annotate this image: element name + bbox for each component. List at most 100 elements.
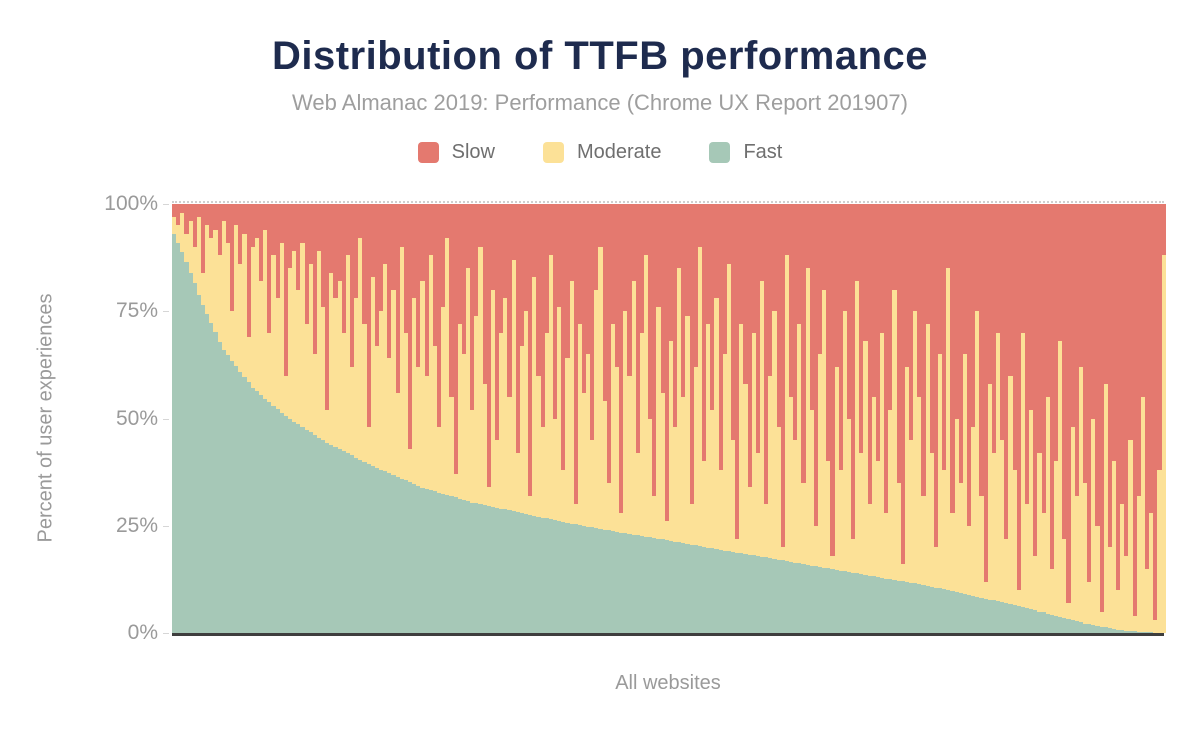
bar <box>793 204 798 633</box>
bar-segment-moderate <box>470 409 475 503</box>
bar-segment-slow <box>428 204 433 256</box>
bar-segment-moderate <box>391 289 396 476</box>
bar-segment-moderate <box>1033 555 1038 611</box>
bar <box>942 204 947 633</box>
bar-segment-slow <box>627 204 632 376</box>
bar-segment-fast <box>747 554 752 633</box>
bar-segment-slow <box>648 204 653 419</box>
bar-segment-fast <box>395 476 400 633</box>
bar-segment-slow <box>350 204 355 368</box>
bar <box>971 204 976 633</box>
bar-segment-fast <box>925 585 930 633</box>
bar-segment-moderate <box>950 512 955 592</box>
bar-segment-fast <box>714 549 719 633</box>
bar-segment-slow <box>387 204 392 359</box>
bar-segment-fast <box>557 521 562 633</box>
bar-segment-slow <box>842 204 847 312</box>
bar-segment-slow <box>660 204 665 393</box>
y-tick-mark <box>163 633 169 634</box>
bar-segment-moderate <box>1157 469 1162 633</box>
bar <box>764 204 769 633</box>
bar-segment-fast <box>1037 611 1042 633</box>
bar <box>345 204 351 633</box>
bar <box>615 204 620 633</box>
y-axis: 100% 75% 50% 25% 0% <box>0 192 172 644</box>
bar <box>316 204 322 633</box>
bar-segment-moderate <box>822 289 827 568</box>
bar-segment-moderate <box>300 242 305 428</box>
bar-segment-moderate <box>793 439 798 563</box>
bar-segment-fast <box>581 526 587 633</box>
bar-segment-fast <box>681 543 686 633</box>
bar-segment-fast <box>884 578 889 633</box>
bar <box>486 204 491 633</box>
bar-segment-fast <box>312 434 317 633</box>
bar-segment-fast <box>958 593 963 633</box>
bar <box>875 204 881 633</box>
bar-segment-slow <box>838 204 843 470</box>
bar-segment-slow <box>1149 204 1154 513</box>
bar-segment-moderate <box>287 268 293 419</box>
bar-segment-moderate <box>267 332 272 403</box>
bar-segment-fast <box>465 501 471 633</box>
bar-segment-fast <box>772 559 777 633</box>
bar-segment-slow <box>457 204 462 325</box>
bar-segment-fast <box>337 448 342 633</box>
bar-segment-fast <box>205 314 210 633</box>
bar <box>739 204 744 633</box>
bar-segment-moderate <box>366 427 371 464</box>
bar <box>432 204 437 633</box>
bar-segment-fast <box>726 551 731 633</box>
bar-segment-moderate <box>1099 611 1104 627</box>
bar-segment-fast <box>755 556 760 633</box>
bar-segment-slow <box>308 204 313 265</box>
bar <box>1099 204 1104 633</box>
bar-segment-moderate <box>1140 396 1146 632</box>
bar-segment-slow <box>229 204 235 312</box>
bar <box>660 204 665 633</box>
bar-segment-slow <box>391 204 396 290</box>
bar-segment-slow <box>598 204 603 247</box>
bar-segment-fast <box>962 593 967 633</box>
bar-segment-fast <box>730 551 736 633</box>
bar-segment-moderate <box>1078 367 1083 623</box>
bar-segment-slow <box>602 204 607 402</box>
bar-segment-moderate <box>991 452 996 601</box>
bar-segment-slow <box>552 204 558 419</box>
bar-segment-slow <box>544 204 549 333</box>
legend-item-slow: Slow <box>417 141 495 164</box>
bar-segment-fast <box>1107 628 1112 633</box>
bar-segment-fast <box>176 243 181 633</box>
bar-segment-fast <box>627 533 632 633</box>
bar-segment-slow <box>971 204 976 428</box>
bar-segment-moderate <box>693 367 698 546</box>
bar-segment-slow <box>586 204 591 355</box>
bar-segment-slow <box>610 204 616 325</box>
bar <box>954 204 959 633</box>
bar-segment-fast <box>1074 621 1079 633</box>
bar-segment-fast <box>913 583 918 633</box>
bar <box>925 204 930 633</box>
bar-segment-fast <box>1066 619 1071 633</box>
bar-segment-slow <box>801 204 806 483</box>
bar-segment-moderate <box>523 311 529 515</box>
bar-segment-slow <box>573 204 578 505</box>
bar-segment-moderate <box>176 225 181 244</box>
bar <box>784 204 789 633</box>
bar-segment-fast <box>1128 631 1133 633</box>
bar-segment-moderate <box>499 332 504 509</box>
bar-segment-fast <box>793 562 798 633</box>
bar-segment-fast <box>254 391 259 633</box>
bar-segment-fast <box>660 539 665 633</box>
bar-segment-slow <box>967 204 972 526</box>
bar-segment-moderate <box>403 332 409 481</box>
bar-segment-slow <box>1132 204 1137 616</box>
bar <box>884 204 889 633</box>
bar-segment-slow <box>263 204 268 230</box>
bar <box>337 204 342 633</box>
bar-segment-moderate <box>755 452 760 557</box>
bar-segment-moderate <box>308 264 313 433</box>
bar-segment-slow <box>1004 204 1009 539</box>
bar <box>1095 204 1100 633</box>
bar-segment-moderate <box>1153 620 1158 633</box>
